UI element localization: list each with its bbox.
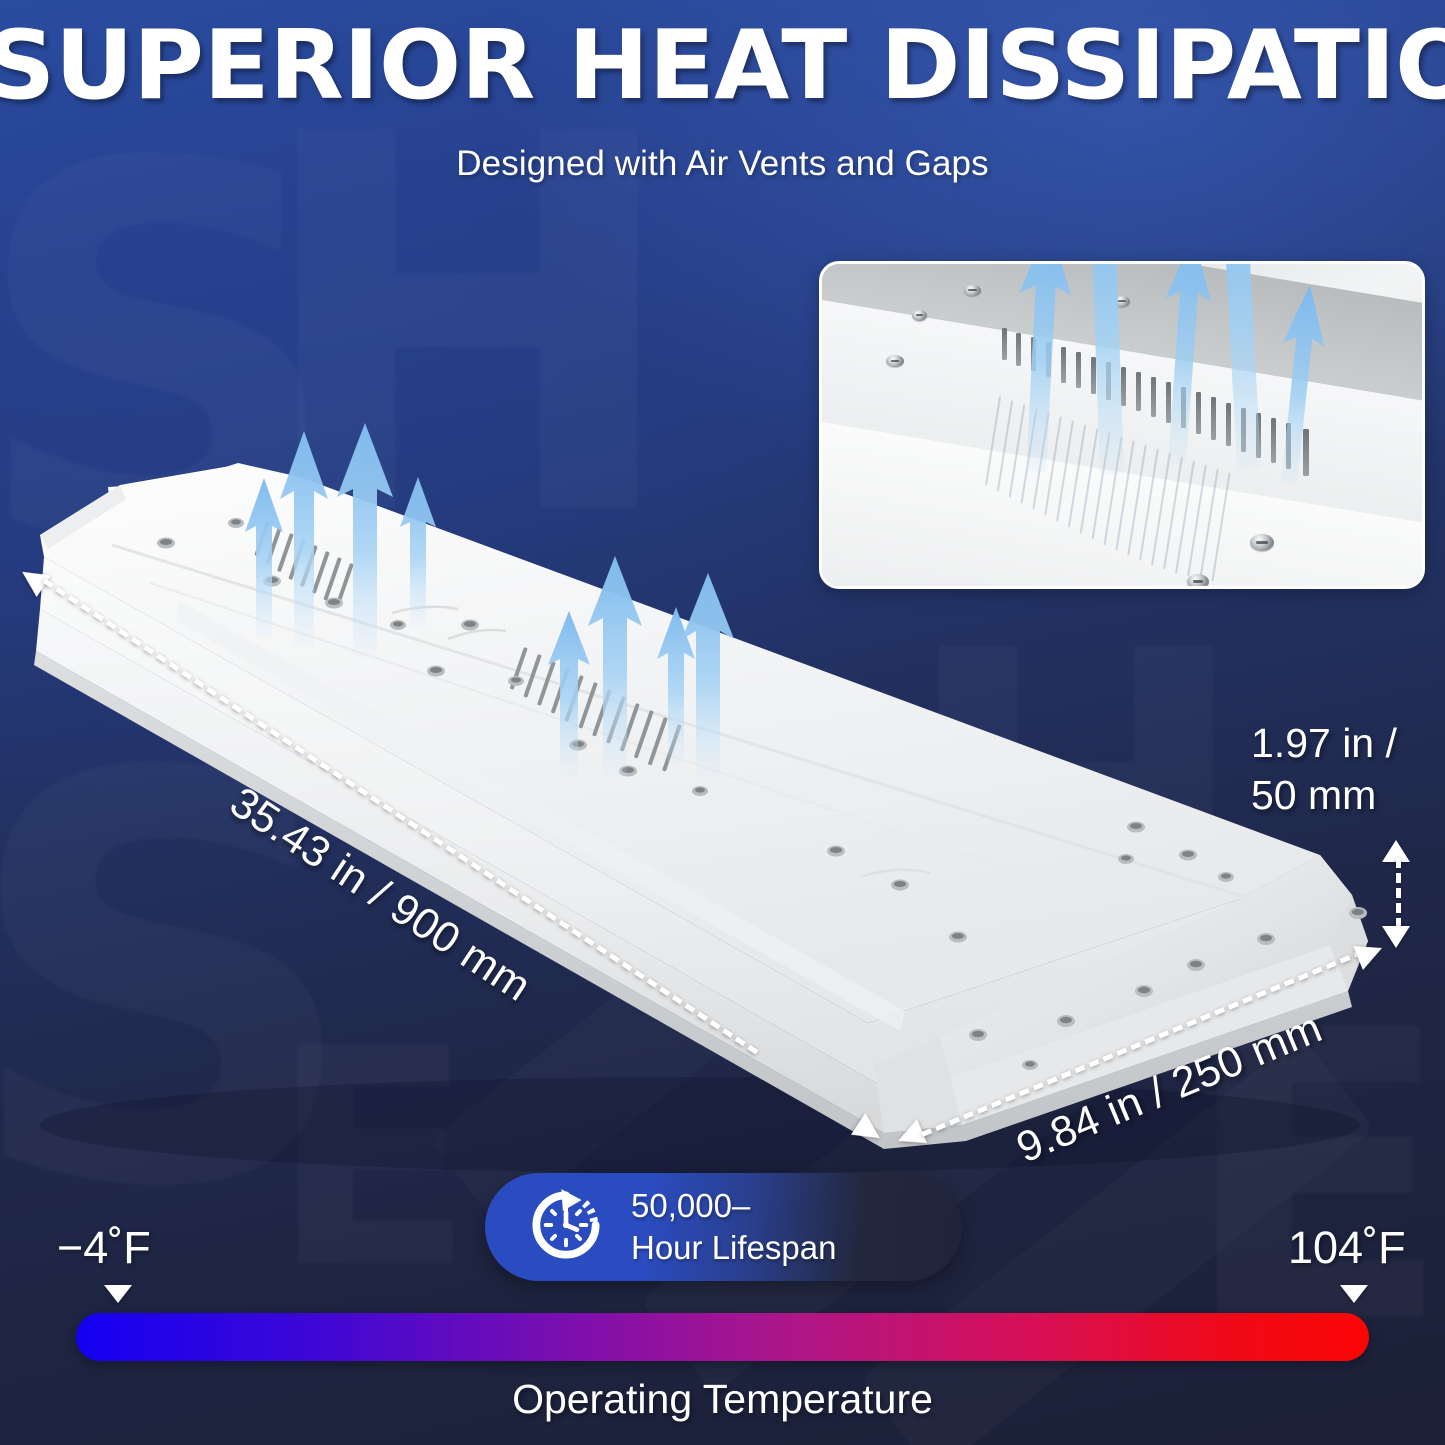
airflow-arrow-icon [278, 431, 330, 646]
airflow-arrow-icon [586, 556, 644, 776]
lifespan-text: 50,000– Hour Lifespan [631, 1185, 836, 1268]
dimension-line-height [1396, 858, 1401, 928]
lifespan-line2: Hour Lifespan [631, 1229, 837, 1266]
temperature-low-marker [104, 1285, 132, 1303]
dimension-arrowhead-height-bottom [1382, 926, 1410, 948]
clock-refresh-icon [527, 1186, 605, 1269]
airflow-arrow-icon [243, 478, 285, 638]
airflow-arrow-icon [1266, 283, 1333, 487]
screw-hole [964, 285, 981, 296]
screw-hole [1250, 534, 1274, 551]
screw-hole [886, 355, 904, 367]
lifespan-line1: 50,000– [631, 1187, 751, 1225]
screw-hole [1187, 574, 1209, 586]
screw-hole [912, 310, 927, 321]
airflow-arrow-icon [680, 573, 736, 778]
dimension-height-line2: 50 mm [1251, 772, 1377, 819]
airflow-arrow-icon [1008, 264, 1077, 473]
airflow-arrow-icon [546, 611, 592, 776]
lifespan-badge: 50,000– Hour Lifespan [485, 1173, 962, 1281]
dimension-label-height: 1.97 in / 50 mm [1251, 717, 1441, 822]
airflow-arrow-icon [335, 423, 395, 658]
temperature-high-marker [1340, 1285, 1368, 1303]
page-title: SUPERIOR HEAT DISSIPATION [0, 11, 1445, 121]
airflow-arrow-icon [398, 477, 438, 627]
temperature-high-label: 104˚F [1288, 1222, 1406, 1273]
temperature-gradient-bar [76, 1313, 1369, 1361]
air-vent-closeup-panel [819, 261, 1425, 589]
airflow-arrow-icon [1152, 264, 1218, 466]
dimension-height-line1: 1.97 in / [1251, 720, 1397, 766]
page-subtitle: Designed with Air Vents and Gaps [456, 144, 989, 183]
airflow-arrow-icon [655, 607, 697, 765]
airflow-arrow-icon [1202, 264, 1280, 471]
screw-hole [1114, 296, 1130, 307]
temperature-caption: Operating Temperature [512, 1376, 933, 1422]
product-render [0, 423, 1445, 1185]
airflow-arrow-icon [1070, 264, 1144, 475]
temperature-low-label: −4˚F [57, 1222, 151, 1273]
dimension-arrowhead-height-top [1382, 840, 1410, 862]
